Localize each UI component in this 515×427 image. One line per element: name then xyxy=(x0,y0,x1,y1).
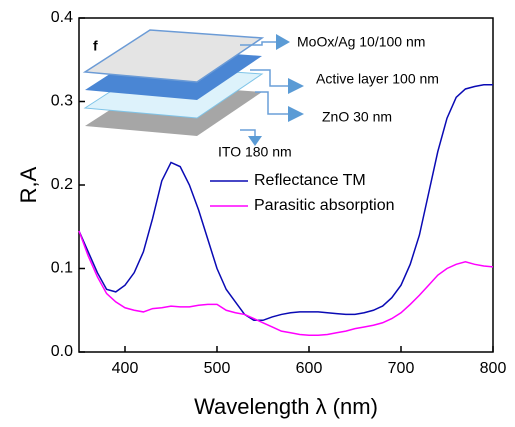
y-tick-label: 0.1 xyxy=(51,260,73,277)
y-axis-label: R,A xyxy=(16,166,41,203)
annotation: f xyxy=(93,38,98,54)
moox-layer xyxy=(82,29,265,83)
annotation: MoOx/Ag 10/100 nm xyxy=(297,34,425,50)
arrow-heads xyxy=(248,34,304,146)
series-line xyxy=(78,230,494,337)
y-tick-label: 0.4 xyxy=(51,9,73,26)
x-tick-label: 600 xyxy=(296,360,323,377)
legend-label: Parasitic absorption xyxy=(254,197,395,214)
x-tick-label: 500 xyxy=(204,360,231,377)
x-tick-label: 800 xyxy=(480,360,507,377)
x-tick-label: 400 xyxy=(112,360,139,377)
annotation: ZnO 30 nm xyxy=(322,109,392,125)
y-tick-label: 0.2 xyxy=(51,176,73,193)
series-line xyxy=(78,84,493,322)
arrow-lines xyxy=(240,41,290,138)
x-tick-label: 700 xyxy=(388,360,415,377)
annotation: Active layer 100 nm xyxy=(316,71,439,87)
x-axis-label: Wavelength λ (nm) xyxy=(194,394,378,419)
y-tick-label: 0.0 xyxy=(51,343,73,360)
y-tick-label: 0.3 xyxy=(51,93,73,110)
legend-label: Reflectance TM xyxy=(254,172,366,189)
annotation: ITO 180 nm xyxy=(218,144,292,160)
inset-diagram xyxy=(82,29,304,146)
